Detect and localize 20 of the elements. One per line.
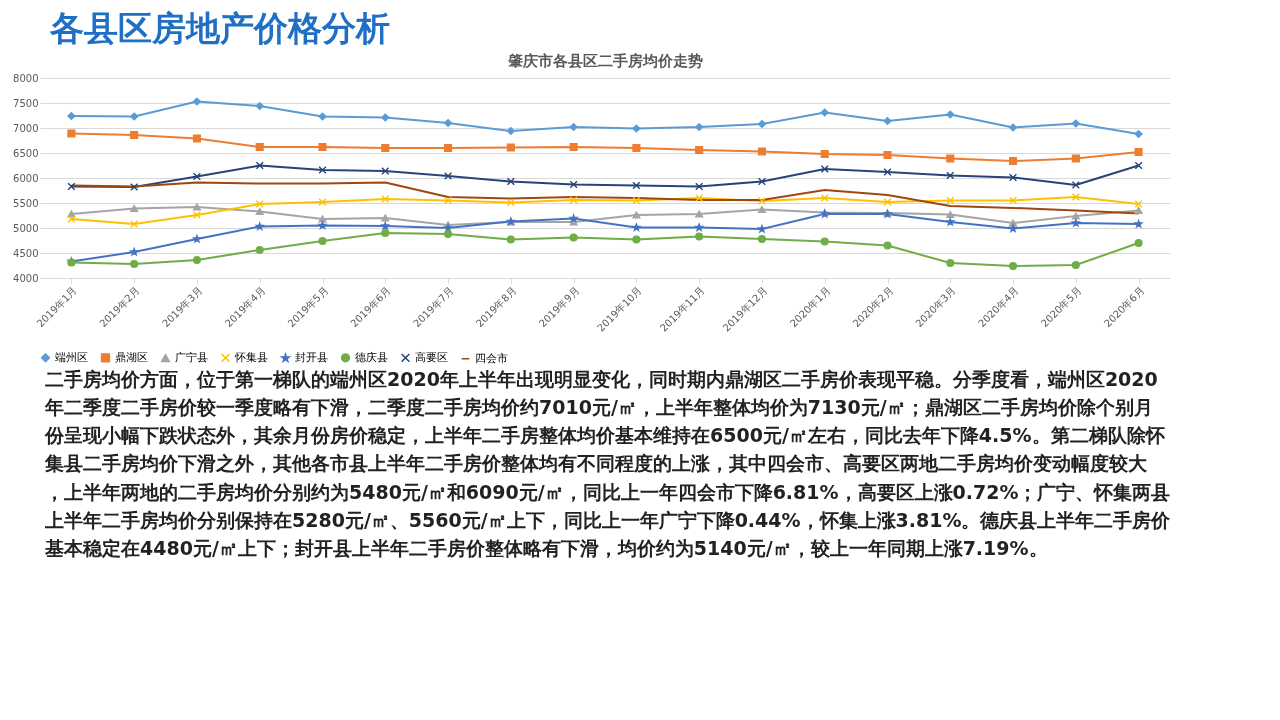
y-tick-label: 7000: [13, 122, 39, 134]
text: 各县区房地产价格分析: [49, 8, 390, 48]
y-tick-label: 7500: [13, 97, 39, 109]
legend-label: 封开县: [295, 351, 328, 365]
text: 二手房均价方面，位于第一梯队的端州区2020年上半年出现明显变化，同时期内鼎湖区二手房价表现平稳。分季度看，端州区2020年二季度二手房价较一季度略有下滑，二季度二手房均价约7010元/㎡，上半年整体均价为7130元/㎡；鼎湖区二手房均价除个别月份呈现小幅下跌状态外，其余月份房价稳定，上半年二手房整体均价基本维持在6500元/㎡左右，同比去年下降4.5%。第二梯队除怀集县二手房均价下滑之外，其他各市县上半年二手房价整体均有不同程度的上涨，其中四会市、高要区两地二手房均价变动幅度较大，上半年两地的二手房均价分别约为5480元/㎡和6090元/㎡，同比上一年四会市下降6.81%，高要区上涨0.72%；广宁、怀集两县上半年二手房均价分别保持在5280元/㎡、5560元/㎡上下，同比上一年广宁下降0.44%，怀集上涨3.81%。德庆县上半年二手房价基本稳定在4480元/㎡上下；封开县上半年二手房价整体略有下滑，均价约为5140元/㎡，较上一年同期上涨7.19%。: [44, 368, 1172, 559]
y-tick-label: 4500: [13, 247, 39, 259]
y-tick-label: 6500: [13, 147, 39, 159]
legend-label: 怀集县: [234, 350, 268, 364]
y-tick-label: 6000: [13, 172, 39, 184]
y-tick-label: 8000: [13, 72, 39, 84]
y-tick-label: 5000: [13, 222, 39, 234]
legend-label: 广宁县: [175, 351, 208, 365]
legend-label: 四会市: [475, 351, 508, 365]
legend-label: 德庆县: [355, 350, 388, 364]
legend-label: 高要区: [415, 350, 448, 364]
legend-label: 端州区: [55, 350, 88, 364]
legend-label: 鼎湖区: [115, 350, 148, 364]
chart-title: 肇庆市各县区二手房均价走势: [506, 52, 703, 70]
y-tick-label: 4000: [13, 272, 39, 284]
y-tick-label: 5500: [13, 197, 39, 209]
